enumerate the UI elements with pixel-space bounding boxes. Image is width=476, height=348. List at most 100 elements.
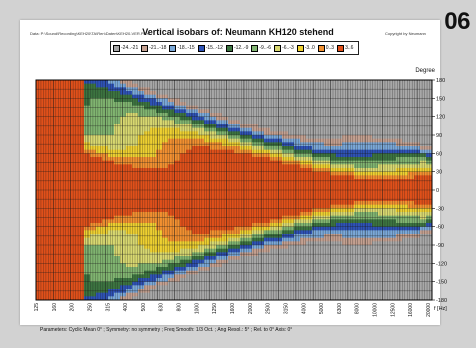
heatmap-cell: [198, 183, 204, 187]
heatmap-cell: [126, 274, 132, 278]
heatmap-cell: [180, 172, 186, 176]
heatmap-cell: [234, 282, 240, 286]
heatmap-cell: [252, 120, 258, 124]
heatmap-cell: [336, 230, 342, 234]
heatmap-cell: [192, 146, 198, 150]
heatmap-cell: [126, 91, 132, 95]
heatmap-cell: [54, 128, 60, 132]
heatmap-cell: [408, 91, 414, 95]
heatmap-cell: [66, 157, 72, 161]
heatmap-cell: [354, 175, 360, 179]
heatmap-cell: [180, 194, 186, 198]
heatmap-cell: [138, 190, 144, 194]
heatmap-cell: [408, 128, 414, 132]
heatmap-cell: [282, 201, 288, 205]
heatmap-cell: [336, 190, 342, 194]
heatmap-cell: [210, 91, 216, 95]
heatmap-cell: [336, 183, 342, 187]
heatmap-cell: [54, 117, 60, 121]
heatmap-cell: [282, 249, 288, 253]
heatmap-cell: [252, 146, 258, 150]
heatmap-cell: [276, 153, 282, 157]
heatmap-cell: [264, 282, 270, 286]
heatmap-cell: [306, 98, 312, 102]
heatmap-cell: [96, 157, 102, 161]
heatmap-cell: [138, 172, 144, 176]
heatmap-cell: [396, 285, 402, 289]
heatmap-cell: [378, 164, 384, 168]
heatmap-cell: [210, 98, 216, 102]
heatmap-cell: [324, 227, 330, 231]
heatmap-cell: [252, 102, 258, 106]
heatmap-cell: [198, 227, 204, 231]
heatmap-cell: [108, 175, 114, 179]
heatmap-cell: [138, 227, 144, 231]
heatmap-cell: [126, 98, 132, 102]
heatmap-cell: [396, 164, 402, 168]
heatmap-cell: [234, 183, 240, 187]
heatmap-cell: [162, 109, 168, 113]
heatmap-cell: [396, 91, 402, 95]
heatmap-cell: [390, 135, 396, 139]
heatmap-cell: [306, 263, 312, 267]
heatmap-cell: [324, 256, 330, 260]
heatmap-cell: [294, 153, 300, 157]
heatmap-cell: [252, 117, 258, 121]
x-tick-label: 5000: [319, 303, 325, 314]
heatmap-cell: [78, 164, 84, 168]
heatmap-cell: [378, 249, 384, 253]
heatmap-cell: [348, 135, 354, 139]
x-tick-label: 8000: [355, 303, 361, 314]
heatmap-cell: [276, 201, 282, 205]
heatmap-cell: [138, 219, 144, 223]
heatmap-cell: [210, 190, 216, 194]
heatmap-cell: [78, 190, 84, 194]
heatmap-cell: [198, 109, 204, 113]
heatmap-cell: [120, 249, 126, 253]
heatmap-cell: [348, 102, 354, 106]
heatmap-cell: [264, 285, 270, 289]
heatmap-cell: [402, 208, 408, 212]
heatmap-cell: [198, 245, 204, 249]
heatmap-cell: [180, 212, 186, 216]
heatmap-cell: [264, 128, 270, 132]
heatmap-cell: [150, 263, 156, 267]
heatmap-cell: [78, 194, 84, 198]
heatmap-cell: [396, 274, 402, 278]
heatmap-cell: [138, 98, 144, 102]
heatmap-cell: [198, 208, 204, 212]
heatmap-cell: [408, 172, 414, 176]
heatmap-cell: [294, 128, 300, 132]
heatmap-cell: [222, 212, 228, 216]
heatmap-cell: [378, 267, 384, 271]
heatmap-cell: [240, 153, 246, 157]
heatmap-cell: [180, 183, 186, 187]
heatmap-cell: [390, 172, 396, 176]
heatmap-cell: [120, 102, 126, 106]
heatmap-cell: [180, 238, 186, 242]
x-tick-label: 500: [141, 303, 147, 312]
heatmap-cell: [378, 293, 384, 297]
heatmap-cell: [408, 263, 414, 267]
heatmap-cell: [318, 164, 324, 168]
heatmap-cell: [168, 282, 174, 286]
heatmap-cell: [42, 91, 48, 95]
heatmap-cell: [306, 194, 312, 198]
heatmap-cell: [222, 135, 228, 139]
heatmap-cell: [138, 238, 144, 242]
heatmap-cell: [198, 80, 204, 84]
heatmap-cell: [96, 293, 102, 297]
heatmap-cell: [138, 109, 144, 113]
heatmap-cell: [78, 84, 84, 88]
heatmap-cell: [234, 172, 240, 176]
heatmap-cell: [192, 157, 198, 161]
heatmap-cell: [354, 201, 360, 205]
heatmap-cell: [198, 84, 204, 88]
heatmap-cell: [420, 128, 426, 132]
heatmap-cell: [162, 190, 168, 194]
heatmap-cell: [84, 227, 90, 231]
heatmap-cell: [366, 194, 372, 198]
heatmap-cell: [324, 249, 330, 253]
heatmap-cell: [108, 249, 114, 253]
